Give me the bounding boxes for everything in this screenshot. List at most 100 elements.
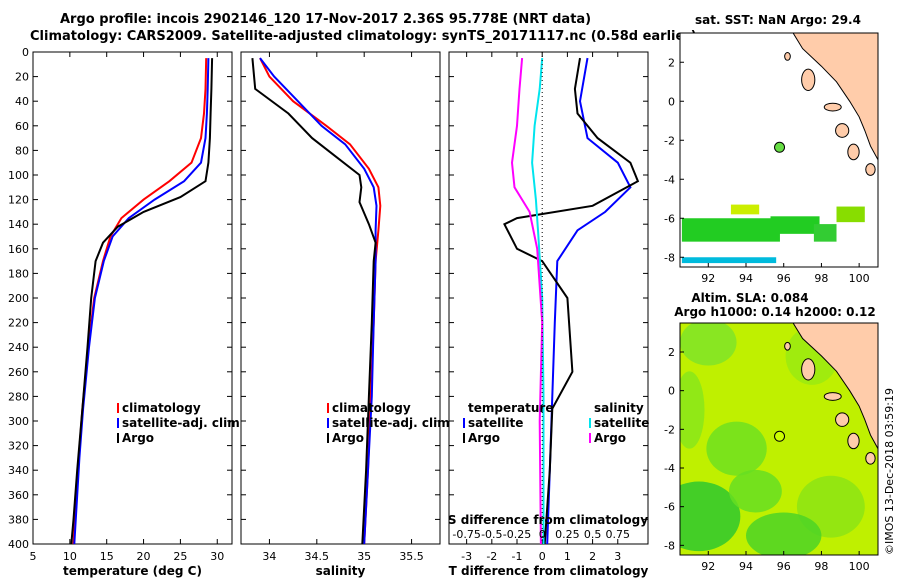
legend-label: climatology	[122, 401, 201, 415]
y-tick-label: 100	[8, 169, 29, 182]
x-tick-label: 35.5	[399, 550, 424, 563]
y-tick-label: 240	[8, 341, 29, 354]
series-line-satellite-adj-clim-	[259, 57, 378, 544]
y-tick-label: 60	[15, 120, 29, 133]
map-frame	[679, 322, 879, 556]
map-x-tick-label: 98	[814, 272, 828, 285]
island	[784, 341, 791, 351]
y-tick-label: 260	[8, 366, 29, 379]
argo-position-marker	[774, 141, 786, 153]
legend-label: satellite	[594, 416, 649, 430]
y-tick-label: 400	[8, 538, 29, 551]
map-frame	[679, 32, 879, 268]
island	[823, 102, 842, 112]
legend-title-temperature: temperature	[468, 401, 553, 415]
x-tick-label: 1	[564, 550, 571, 563]
legend-label: Argo	[122, 431, 154, 445]
x-tick-label: 10	[63, 550, 77, 563]
legend-label: Argo	[468, 431, 500, 445]
island	[865, 452, 876, 465]
watermark: ©IMOS 13-Dec-2018 03:59:19	[883, 388, 896, 555]
series-line-argo	[251, 58, 377, 544]
s-axis-label: S difference from climatology	[448, 513, 648, 527]
coastline-land	[792, 33, 878, 161]
sst-data-patch	[730, 204, 760, 215]
island	[801, 358, 816, 381]
y-tick-label: 200	[8, 292, 29, 305]
sla-anomaly-patch	[680, 481, 741, 552]
sst-map-panel: 92 94 96 98 100 2 0 -2 -4 -6 -8	[664, 32, 879, 285]
legend-label: satellite	[468, 416, 523, 430]
island	[847, 143, 860, 161]
y-tick-label: 180	[8, 267, 29, 280]
sst-data-patch	[836, 206, 865, 223]
x-axis-label: T difference from climatology	[449, 564, 649, 578]
map-y-tick-label: -8	[664, 539, 675, 552]
map-x-tick-label: 94	[739, 560, 753, 573]
island	[823, 392, 842, 401]
map-x-tick-label: 94	[739, 272, 753, 285]
map-y-tick-label: -2	[664, 134, 675, 147]
map-y-tick-label: -8	[664, 251, 675, 264]
legend-label: climatology	[332, 401, 411, 415]
sst-map-title: sat. SST: NaN Argo: 29.4	[695, 13, 861, 27]
x-axis-label: salinity	[316, 564, 366, 578]
s-tick-label: 0	[539, 528, 546, 541]
s-tick-label: 0.25	[555, 528, 580, 541]
map-y-tick-label: 2	[668, 56, 675, 69]
x-tick-label: 15	[100, 550, 114, 563]
y-tick-label: 80	[15, 144, 29, 157]
sla-anomaly-patch	[729, 469, 782, 513]
map-y-tick-label: 0	[668, 95, 675, 108]
s-tick-label: -0.5	[481, 528, 502, 541]
sst-data-patch	[770, 216, 820, 234]
x-axis-label: temperature (deg C)	[63, 564, 202, 578]
series-line-t-argo	[503, 57, 640, 544]
x-tick-label: -3	[461, 550, 472, 563]
legend-label: satellite-adj. clim.	[332, 416, 454, 430]
sst-data-patch	[681, 257, 777, 264]
x-tick-label: 3	[614, 550, 621, 563]
map-y-tick-label: -4	[664, 173, 675, 186]
y-tick-label: 160	[8, 243, 29, 256]
y-tick-label: 140	[8, 218, 29, 231]
plot-frame	[32, 51, 233, 545]
x-tick-label: 25	[173, 550, 187, 563]
x-tick-label: 34	[262, 550, 276, 563]
legend-label: satellite-adj. clim.	[122, 416, 244, 430]
map-y-tick-label: -6	[664, 212, 675, 225]
y-tick-label: 320	[8, 440, 29, 453]
x-tick-label: 30	[210, 550, 224, 563]
s-tick-label: 0.5	[584, 528, 602, 541]
sla-anomaly-patch	[680, 371, 705, 449]
figure-title-line-1: Argo profile: incois 2902146_120 17-Nov-…	[60, 12, 592, 27]
sla-anomaly-patch	[706, 421, 767, 476]
x-tick-label: 35	[357, 550, 371, 563]
y-tick-label: 20	[15, 71, 29, 84]
y-tick-label: 120	[8, 194, 29, 207]
sst-data-patch	[681, 218, 780, 242]
temperature-panel: 0 20 40 60 80 100 120 140 160 180 200 220 240 260 280 3…	[8, 46, 244, 578]
island	[847, 432, 860, 450]
map-y-tick-label: -6	[664, 501, 675, 514]
s-tick-label: -0.75	[452, 528, 480, 541]
sla-map-title-line-1: Altim. SLA: 0.084	[691, 291, 808, 305]
y-tick-label: 340	[8, 464, 29, 477]
sst-data-patch	[813, 224, 837, 242]
y-tick-label: 280	[8, 390, 29, 403]
island	[835, 412, 850, 427]
map-y-tick-label: 0	[668, 385, 675, 398]
series-line-argo	[70, 58, 214, 544]
s-tick-label: -0.25	[503, 528, 531, 541]
map-y-tick-label: 2	[668, 346, 675, 359]
map-x-tick-label: 92	[701, 272, 715, 285]
plot-frame	[448, 51, 649, 545]
x-tick-label: 34.5	[305, 550, 330, 563]
map-x-tick-label: 98	[814, 560, 828, 573]
sla-anomaly-patch	[680, 323, 737, 366]
sla-map-panel: 92 94 96 98 100 2 0 -2 -4 -6 -8	[664, 322, 879, 573]
map-y-tick-label: -2	[664, 423, 675, 436]
salinity-panel: 34 34.5 35 35.5 salinity climatologysatellite…	[240, 51, 454, 578]
island	[784, 52, 791, 61]
